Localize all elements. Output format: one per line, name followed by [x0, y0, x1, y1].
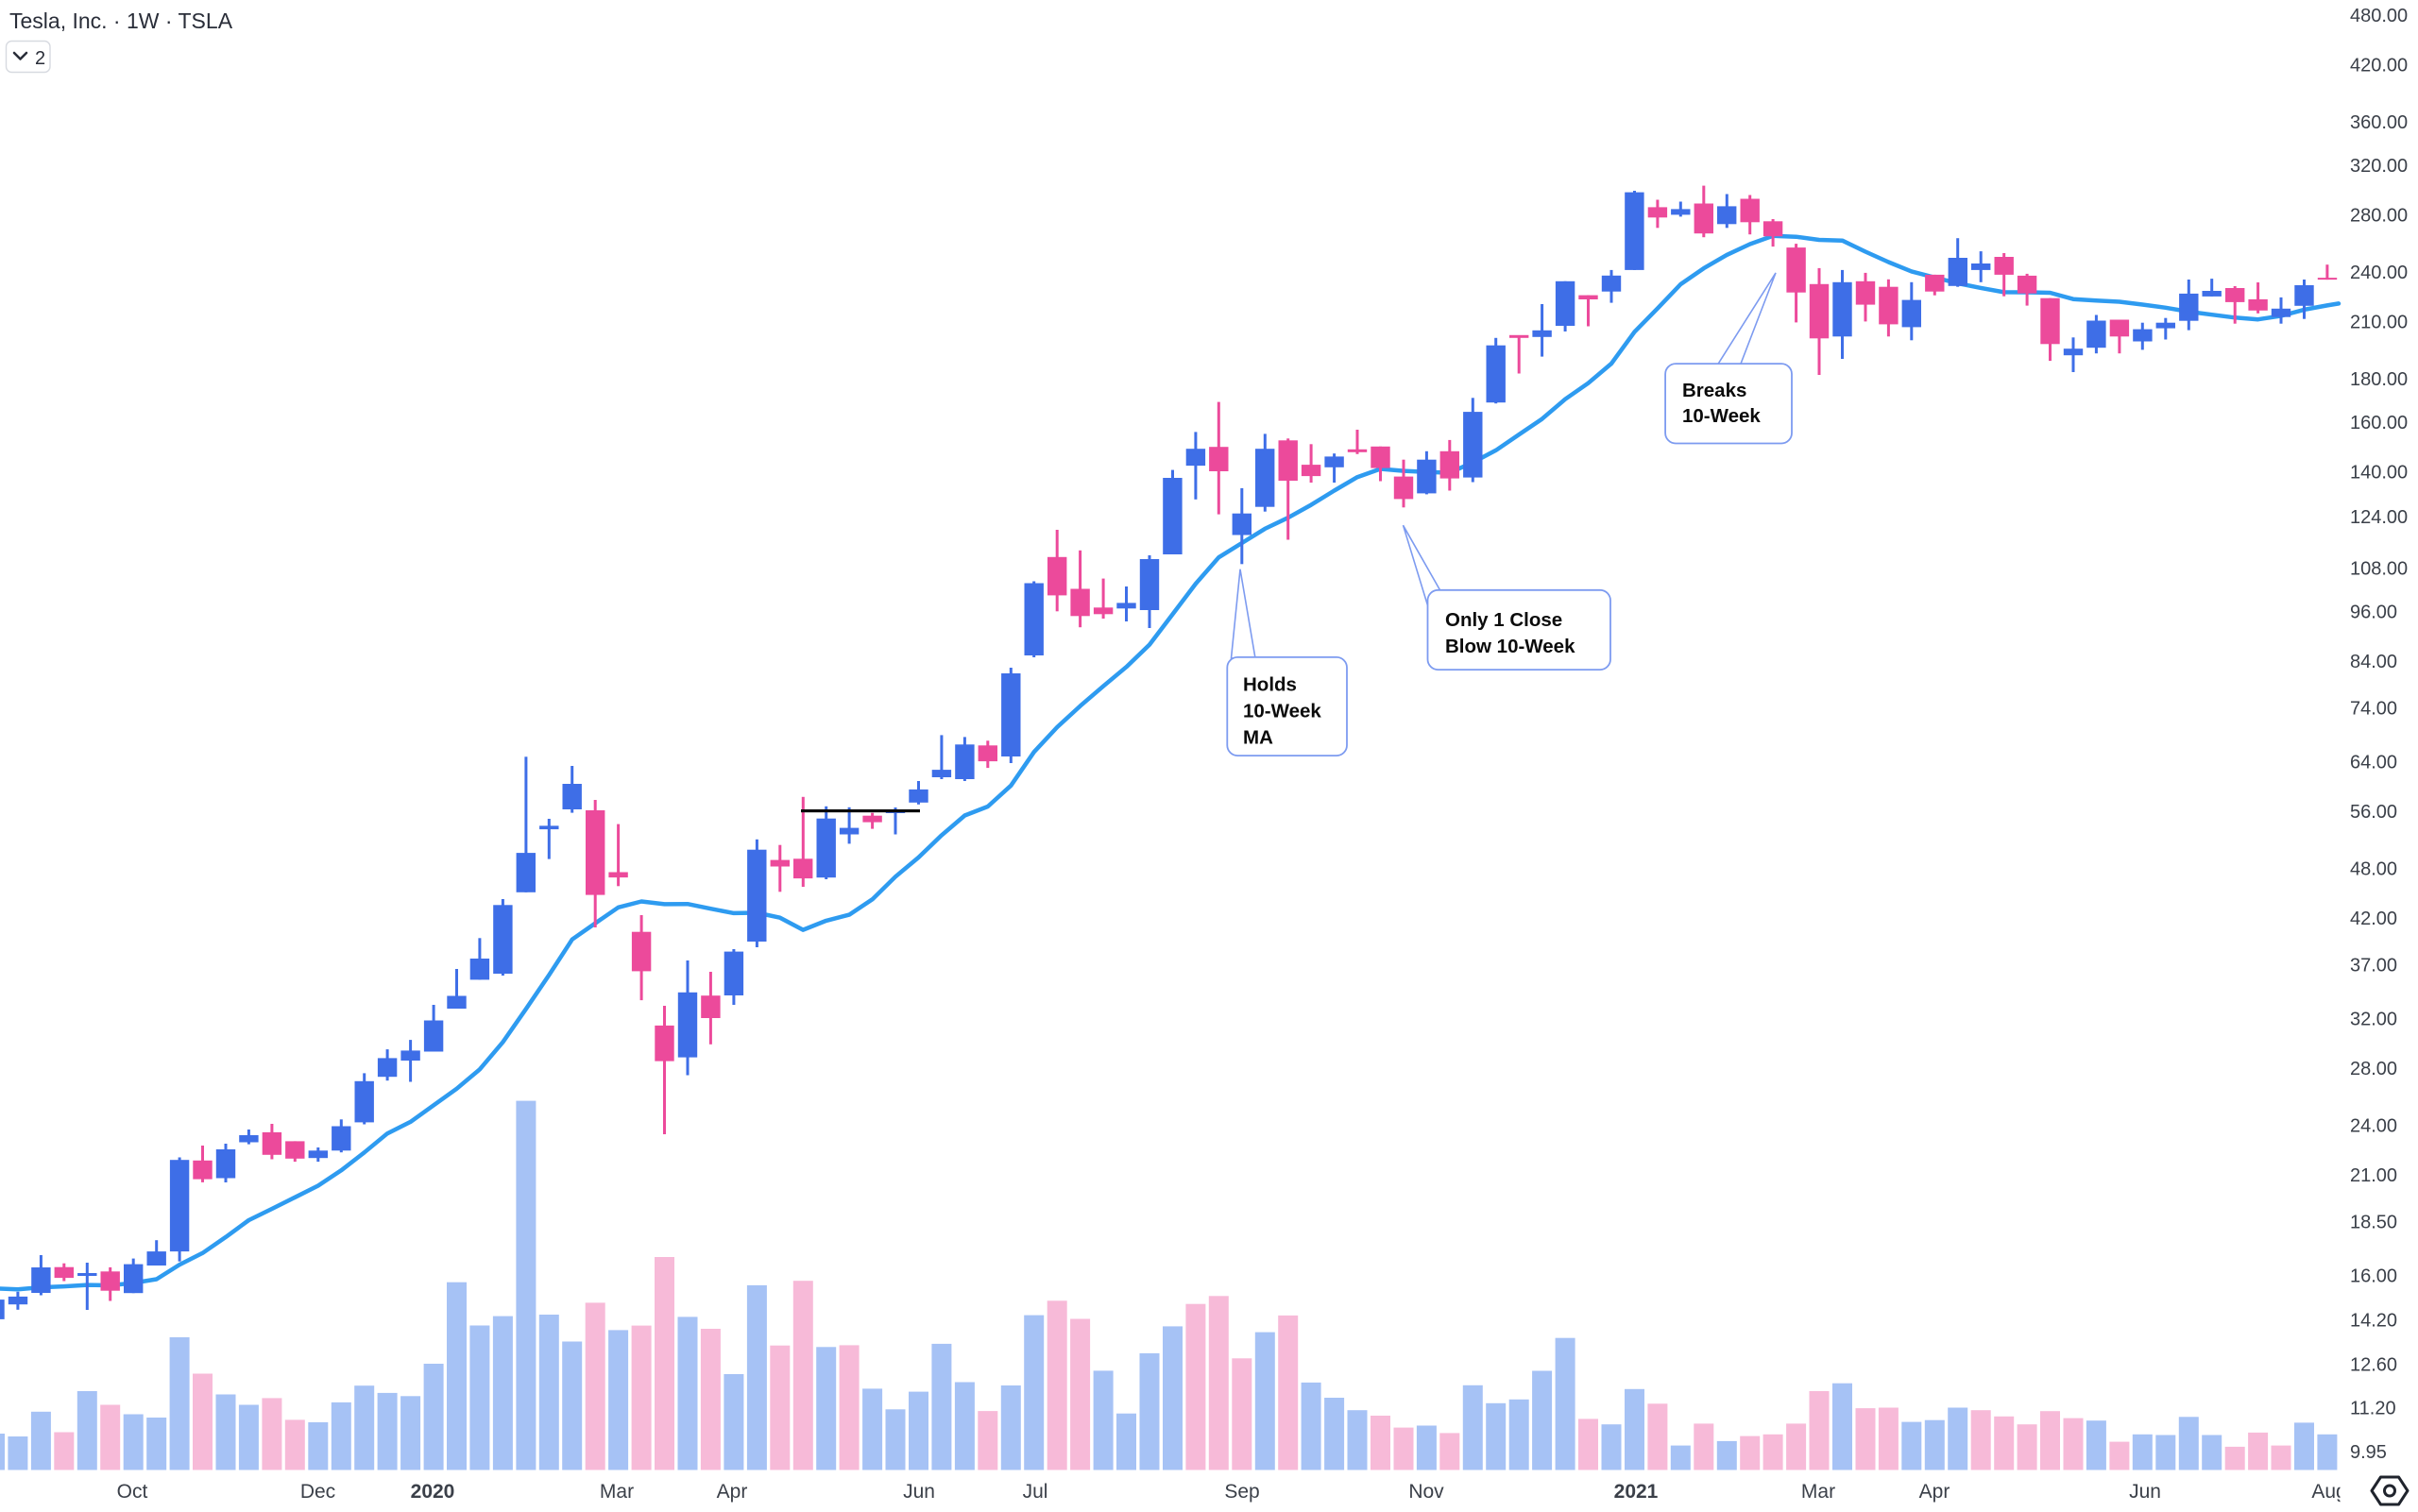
svg-text:18.50: 18.50: [2350, 1213, 2397, 1233]
svg-text:2021: 2021: [1614, 1481, 1659, 1503]
svg-text:MA: MA: [1243, 727, 1273, 749]
svg-text:2020: 2020: [411, 1481, 455, 1503]
svg-text:Holds: Holds: [1243, 674, 1297, 696]
svg-text:28.00: 28.00: [2350, 1059, 2397, 1079]
svg-text:210.00: 210.00: [2350, 312, 2408, 332]
svg-text:420.00: 420.00: [2350, 55, 2408, 76]
svg-text:32.00: 32.00: [2350, 1010, 2397, 1030]
svg-text:74.00: 74.00: [2350, 699, 2397, 720]
svg-text:37.00: 37.00: [2350, 956, 2397, 977]
svg-text:42.00: 42.00: [2350, 909, 2397, 929]
svg-text:Blow 10-Week: Blow 10-Week: [1445, 636, 1575, 657]
svg-text:108.00: 108.00: [2350, 558, 2408, 579]
svg-text:280.00: 280.00: [2350, 205, 2408, 226]
svg-text:240.00: 240.00: [2350, 263, 2408, 283]
svg-text:Jul: Jul: [1023, 1481, 1048, 1503]
svg-text:10-Week: 10-Week: [1243, 701, 1321, 722]
svg-text:56.00: 56.00: [2350, 802, 2397, 823]
svg-text:140.00: 140.00: [2350, 463, 2408, 484]
svg-text:124.00: 124.00: [2350, 507, 2408, 528]
svg-text:2: 2: [35, 48, 45, 69]
svg-text:Apr: Apr: [1919, 1481, 1950, 1503]
svg-text:96.00: 96.00: [2350, 603, 2397, 623]
svg-text:Jun: Jun: [2129, 1481, 2161, 1503]
svg-text:Jun: Jun: [903, 1481, 935, 1503]
svg-text:Aug: Aug: [2311, 1481, 2346, 1503]
svg-text:10-Week: 10-Week: [1682, 405, 1761, 427]
svg-text:Mar: Mar: [600, 1481, 634, 1503]
svg-text:480.00: 480.00: [2350, 6, 2408, 26]
svg-text:11.20: 11.20: [2350, 1399, 2396, 1419]
svg-text:9.95: 9.95: [2350, 1442, 2387, 1463]
svg-text:160.00: 160.00: [2350, 413, 2408, 433]
svg-text:16.00: 16.00: [2350, 1266, 2397, 1287]
svg-text:Nov: Nov: [1408, 1481, 1444, 1503]
svg-text:84.00: 84.00: [2350, 652, 2397, 672]
svg-text:320.00: 320.00: [2350, 156, 2408, 177]
svg-text:Mar: Mar: [1801, 1481, 1835, 1503]
svg-text:Dec: Dec: [300, 1481, 335, 1503]
svg-text:Sep: Sep: [1224, 1481, 1259, 1503]
svg-text:Oct: Oct: [117, 1481, 148, 1503]
svg-text:Tesla, Inc. · 1W · TSLA: Tesla, Inc. · 1W · TSLA: [9, 8, 233, 33]
svg-text:64.00: 64.00: [2350, 753, 2397, 773]
svg-text:Apr: Apr: [717, 1481, 748, 1503]
svg-text:24.00: 24.00: [2350, 1116, 2397, 1137]
svg-text:360.00: 360.00: [2350, 112, 2408, 133]
svg-text:21.00: 21.00: [2350, 1165, 2397, 1186]
svg-text:Only 1 Close: Only 1 Close: [1445, 609, 1562, 631]
svg-text:180.00: 180.00: [2350, 369, 2408, 390]
svg-text:48.00: 48.00: [2350, 859, 2397, 880]
svg-text:14.20: 14.20: [2350, 1311, 2397, 1332]
svg-text:12.60: 12.60: [2350, 1354, 2397, 1375]
svg-text:Breaks: Breaks: [1682, 380, 1746, 401]
